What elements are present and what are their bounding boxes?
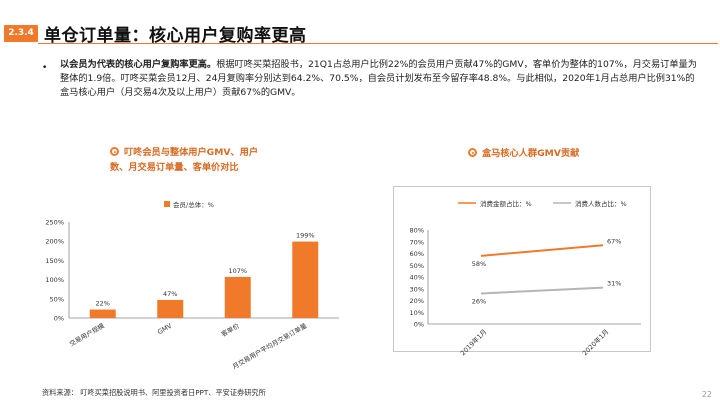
- y-tick-label: 200%: [45, 238, 64, 246]
- bar: [292, 241, 319, 318]
- y-tick-label: 20%: [410, 297, 424, 305]
- bullet-marker: •: [42, 63, 48, 73]
- data-label: 22%: [96, 300, 110, 308]
- x-tick-label: 交易用户规模: [67, 321, 106, 349]
- y-tick-label: 100%: [45, 276, 64, 284]
- bar: [89, 309, 116, 318]
- legend-label: 消费金额占比：%: [480, 199, 532, 208]
- x-tick-label: 客单价: [219, 321, 241, 339]
- bullet-lead: 以会员为代表的核心用户复购率更高。: [60, 59, 217, 70]
- y-tick-label: 80%: [410, 227, 424, 235]
- x-tick-label: 月交易用户平均月交易订单量: [231, 321, 309, 371]
- target-icon: [468, 148, 477, 157]
- line-chart-frame: [393, 186, 651, 352]
- line-chart: 消费金额占比：% 消费人数占比：% 0% 10% 20% 30% 40% 50% 60% 70% 8…: [410, 199, 641, 357]
- bar: [157, 299, 184, 318]
- section-number-badge: 2.3.4: [4, 25, 38, 42]
- bullet-paragraph: 以会员为代表的核心用户复购率更高。根据叮咚买菜招股书，21Q1占总用户比例22%…: [60, 58, 700, 100]
- bar: [224, 276, 251, 318]
- y-tick-label: 0%: [414, 321, 424, 329]
- title-divider: [38, 43, 718, 44]
- data-label: 26%: [472, 297, 486, 305]
- data-label: 107%: [228, 267, 247, 275]
- y-tick-label: 50%: [410, 262, 424, 270]
- data-label: 58%: [472, 260, 486, 268]
- bullet-body: 根据叮咚买菜招股书，21Q1占总用户比例22%的会员用户贡献47%的GMV，客单…: [60, 59, 697, 98]
- right-panel-title: 盒马核心人群GMV贡献: [468, 146, 579, 161]
- y-tick-label: 10%: [410, 309, 424, 317]
- y-tick-label: 150%: [45, 257, 64, 265]
- x-tick-label: 2020年1月: [580, 327, 610, 357]
- y-tick-label: 40%: [410, 274, 424, 282]
- series-line: [480, 244, 604, 257]
- legend-label: 消费人数占比：%: [575, 199, 627, 208]
- left-panel-title-line2: 数、月交易订单量、客单价对比: [110, 162, 239, 173]
- y-tick-label: 30%: [410, 285, 424, 293]
- left-panel-title-line1: 叮咚会员与整体用户GMV、用户: [124, 147, 259, 158]
- x-tick-label: GMV: [156, 322, 174, 337]
- data-label: 199%: [296, 232, 315, 240]
- right-panel-title-text: 盒马核心人群GMV贡献: [482, 148, 580, 159]
- legend-label: 会员/总体：%: [173, 200, 214, 209]
- y-tick-label: 60%: [410, 250, 424, 258]
- bar-chart: 会员/总体：% 0% 50% 100% 150% 200% 250% 22% 交易用户规模 47%…: [45, 200, 339, 371]
- y-tick-label: 50%: [50, 295, 64, 303]
- left-panel-title: 叮咚会员与整体用户GMV、用户 数、月交易订单量、客单价对比: [110, 145, 258, 175]
- slide-title: 单仓订单量：核心用户复购率更高: [44, 26, 307, 46]
- data-label: 47%: [163, 290, 177, 298]
- y-tick-label: 250%: [45, 219, 64, 227]
- page-number: 22: [701, 390, 712, 399]
- x-tick-label: 2019年1月: [458, 327, 488, 357]
- y-tick-label: 70%: [410, 238, 424, 246]
- data-label: 67%: [607, 237, 621, 245]
- legend-swatch: [164, 201, 170, 207]
- source-note: 资料来源： 叮咚买菜招股说明书、阿里投资者日PPT、平安证券研究所: [42, 388, 266, 397]
- series-line: [480, 286, 604, 295]
- y-tick-label: 0%: [54, 315, 64, 323]
- data-label: 31%: [607, 280, 621, 288]
- target-icon: [110, 147, 119, 156]
